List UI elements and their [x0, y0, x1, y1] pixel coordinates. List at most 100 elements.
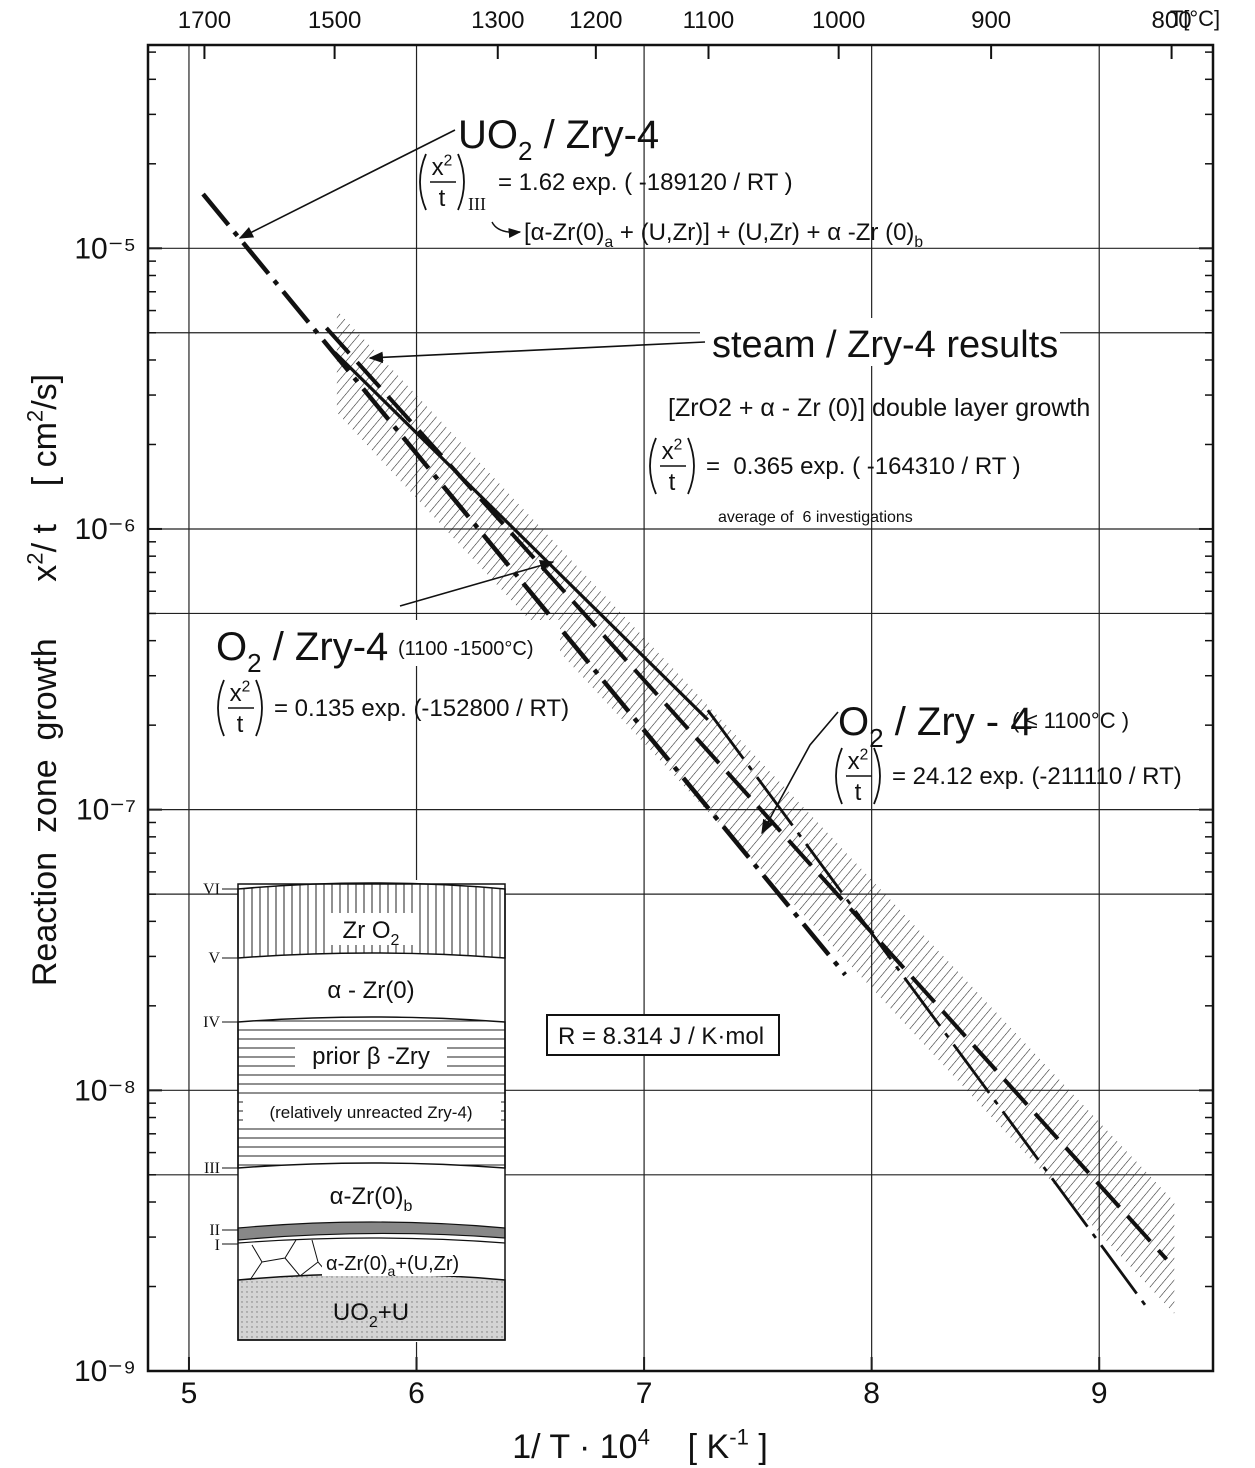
- text-run: α-Zr(0): [330, 1183, 404, 1210]
- text-run: Zr O: [343, 917, 391, 944]
- x2-tick-label: 1000: [812, 7, 865, 34]
- text-run: 2: [860, 746, 869, 763]
- annotation: Reaction zone growth x2/ t [ cm2/s]: [22, 374, 64, 986]
- text-run: 2: [22, 552, 47, 564]
- boundary-label: V: [208, 950, 220, 967]
- x-tick-label: 7: [636, 1377, 653, 1410]
- text-run: 2: [247, 648, 261, 678]
- text-run: 2: [674, 436, 683, 453]
- x-tick-label: 5: [181, 1377, 198, 1410]
- annotation: = 0.365 exp. ( -164310 / RT ): [706, 453, 1021, 480]
- text-run: b: [403, 1198, 412, 1215]
- text-run: 2: [22, 410, 47, 422]
- text-run: 4: [638, 1424, 650, 1449]
- chart: VI V IV III II I Zr O2 α - Zr(0) prior β…: [0, 0, 1255, 1468]
- layer-label: prior β -Zry: [312, 1043, 430, 1070]
- paren: [836, 748, 842, 804]
- text-run: ]: [749, 1428, 768, 1466]
- annotation: 1/ T · 104 [ K-1 ]: [512, 1424, 768, 1466]
- text-run: Reaction zone growth x: [26, 565, 64, 986]
- annotation: steam / Zry-4 results: [712, 324, 1058, 366]
- series-line: [203, 194, 845, 975]
- text-run: / Zry-4: [262, 625, 389, 669]
- x2-tick-label: 800: [1152, 7, 1192, 34]
- annotation: III: [468, 194, 486, 214]
- paren: [688, 438, 694, 494]
- annotation: UO2 / Zry-4: [458, 113, 659, 166]
- y-tick-label: 10⁻⁶: [74, 513, 136, 546]
- annotation: [α-Zr(0)a + (U,Zr)] + (U,Zr) + α -Zr (0)…: [524, 219, 923, 251]
- x2-tick-label: 900: [971, 7, 1011, 34]
- text-run: 2: [869, 723, 883, 753]
- x2-tick-label: 1700: [178, 7, 231, 34]
- layer-label: α - Zr(0): [327, 977, 414, 1004]
- x2-tick-label: 1500: [308, 7, 361, 34]
- text-run: O: [838, 700, 869, 744]
- text-run: 2: [391, 932, 400, 949]
- text-run: b: [914, 234, 923, 251]
- text-run: x: [662, 438, 674, 465]
- arrow: [370, 342, 705, 358]
- text-run: [ K: [650, 1428, 730, 1466]
- annotation: = 0.135 exp. (-152800 / RT): [274, 695, 569, 722]
- annotation: x2: [848, 746, 869, 775]
- annotation: O2 / Zry-4: [216, 625, 388, 678]
- y-tick-label: 10⁻⁹: [74, 1355, 136, 1388]
- annotation: t: [237, 711, 244, 738]
- boundary-label: VI: [203, 881, 220, 898]
- y-tick-label: 10⁻⁸: [74, 1074, 136, 1107]
- x2-tick-label: 1100: [683, 7, 735, 34]
- text-run: UO: [458, 113, 518, 157]
- boundary-label: III: [204, 1160, 220, 1177]
- paren: [420, 154, 426, 210]
- text-run: 2: [242, 678, 251, 695]
- text-run: a: [388, 1263, 396, 1279]
- x-tick-label: 9: [1091, 1377, 1108, 1410]
- paren: [650, 438, 656, 494]
- annotation: [ZrO2 + α - Zr (0)] double layer growth: [668, 394, 1090, 422]
- text-run: / Zry - 4: [884, 700, 1033, 744]
- annotation: R = 8.314 J / K·mol: [558, 1023, 764, 1050]
- arrow: [492, 222, 520, 232]
- text-run: / Zry-4: [532, 113, 659, 157]
- arrow: [240, 130, 455, 238]
- text-run: O: [216, 625, 247, 669]
- x2-tick-label: 1200: [569, 7, 622, 34]
- annotation: t: [855, 779, 862, 806]
- series-line: [708, 710, 1149, 1310]
- text-run: α-Zr(0): [326, 1253, 388, 1275]
- text-run: 2: [518, 136, 532, 166]
- text-run: 2: [444, 152, 453, 169]
- text-run: x: [848, 748, 860, 775]
- annotation: x2: [230, 678, 251, 707]
- paren: [874, 748, 880, 804]
- text-run: /s]: [26, 374, 64, 410]
- paren: [458, 154, 464, 210]
- text-run: -1: [729, 1424, 749, 1449]
- annotation: x2: [662, 436, 683, 465]
- annotation: t: [669, 469, 676, 496]
- text-run: UO: [333, 1299, 369, 1326]
- inset: VI V IV III II I Zr O2 α - Zr(0) prior β…: [203, 880, 505, 1342]
- text-run: +(U,Zr): [395, 1253, 459, 1275]
- boundary-label: IV: [203, 1014, 220, 1031]
- text-run: x: [432, 154, 444, 181]
- paren: [218, 680, 224, 736]
- y-tick-label: 10⁻⁷: [76, 794, 136, 827]
- text-run: x: [230, 680, 242, 707]
- x-tick-label: 8: [863, 1377, 880, 1410]
- x2-tick-label: 1300: [471, 7, 524, 34]
- annotation: = 24.12 exp. (-211110 / RT): [892, 763, 1182, 790]
- annotation: average of 6 investigations: [718, 509, 913, 526]
- paren: [256, 680, 262, 736]
- annotation: = 1.62 exp. ( -189120 / RT ): [498, 169, 793, 196]
- x-tick-label: 6: [408, 1377, 425, 1410]
- text-run: + (U,Zr)] + (U,Zr) + α -Zr (0): [613, 219, 914, 246]
- text-run: +U: [378, 1299, 409, 1326]
- annotation: x2: [432, 152, 453, 181]
- annotation: (1100 -1500°C): [398, 638, 533, 660]
- annotation: t: [439, 185, 446, 212]
- text-run: [α-Zr(0): [524, 219, 605, 246]
- layer-prior-beta: [238, 1017, 505, 1168]
